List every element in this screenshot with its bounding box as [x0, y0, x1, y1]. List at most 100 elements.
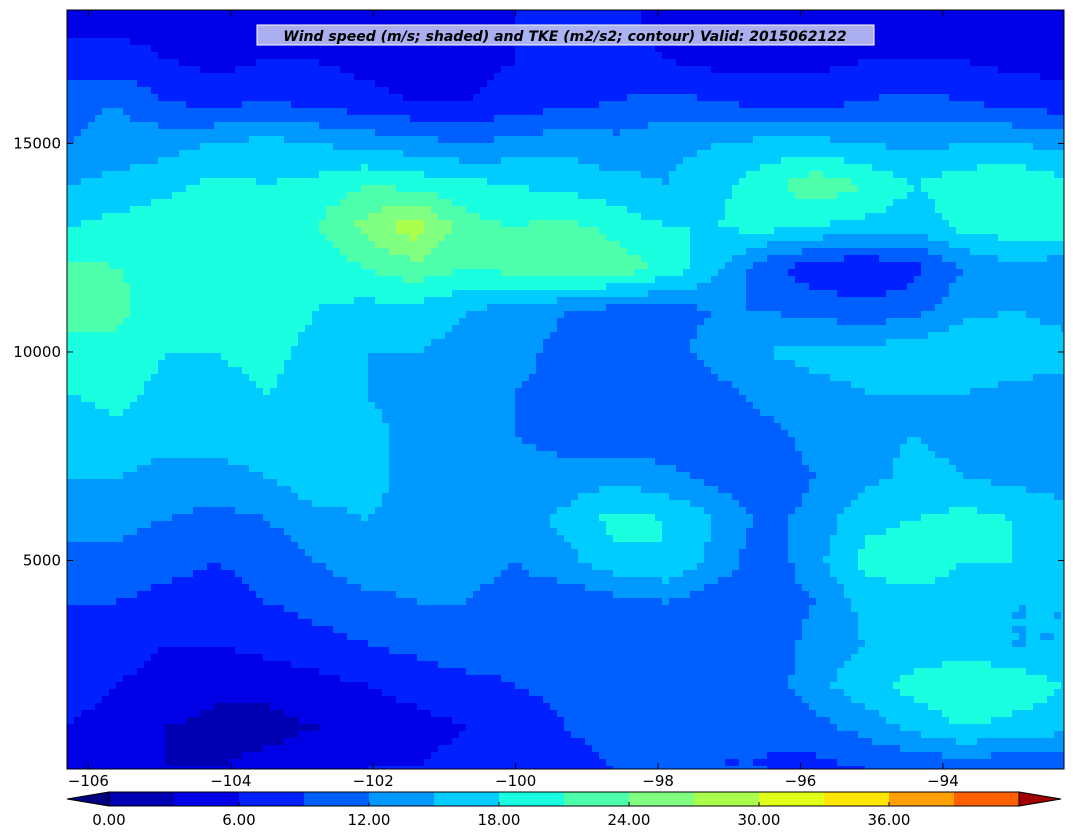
heat-cell	[788, 178, 796, 186]
heat-cell	[949, 108, 957, 116]
heat-cell	[942, 122, 950, 130]
heat-cell	[186, 73, 194, 81]
heat-cell	[179, 80, 187, 88]
heat-cell	[963, 80, 971, 88]
heat-cell	[284, 164, 292, 172]
heat-cell	[1054, 129, 1062, 137]
heat-cell	[984, 213, 992, 221]
heat-cell	[361, 59, 369, 67]
heat-cell	[347, 143, 355, 151]
heat-cell	[305, 213, 313, 221]
heat-cell	[242, 52, 250, 60]
heat-cell	[928, 178, 936, 186]
heat-cell	[921, 227, 929, 235]
heat-cell	[893, 178, 901, 186]
heat-cell	[312, 248, 320, 256]
heat-cell	[417, 115, 425, 123]
heat-cell	[592, 157, 600, 165]
heat-cell	[396, 115, 404, 123]
heat-cell	[179, 59, 187, 67]
heat-cell	[837, 87, 845, 95]
heat-cell	[312, 45, 320, 53]
heat-cell	[683, 66, 691, 74]
heat-cell	[263, 150, 271, 158]
heat-cell	[655, 150, 663, 158]
heat-cell	[956, 73, 964, 81]
heat-cell	[1047, 94, 1055, 102]
heat-cell	[578, 101, 586, 109]
heat-cell	[214, 45, 222, 53]
heat-cell	[1061, 185, 1064, 193]
heat-cell	[543, 143, 551, 151]
heat-cell	[928, 157, 936, 165]
heat-cell	[249, 234, 257, 242]
heat-cell	[858, 115, 866, 123]
heat-cell	[228, 220, 236, 228]
heat-cell	[137, 192, 145, 200]
heat-cell	[494, 178, 502, 186]
heat-cell	[284, 143, 292, 151]
heat-cell	[501, 45, 509, 53]
heat-cell	[361, 164, 369, 172]
heat-cell	[1061, 206, 1064, 214]
heat-cell	[781, 17, 789, 25]
heat-cell	[354, 136, 362, 144]
heat-cell	[977, 157, 985, 165]
heat-cell	[571, 157, 579, 165]
heat-cell	[179, 206, 187, 214]
heat-cell	[823, 136, 831, 144]
heat-cell	[459, 248, 467, 256]
heat-cell	[1061, 59, 1064, 67]
heat-cell	[893, 101, 901, 109]
heat-cell	[291, 80, 299, 88]
heat-cell	[970, 171, 978, 179]
heat-cell	[270, 73, 278, 81]
heat-cell	[753, 73, 761, 81]
heat-cell	[739, 87, 747, 95]
heat-cell	[606, 87, 614, 95]
heat-cell	[998, 59, 1006, 67]
heat-cell	[102, 80, 110, 88]
heat-cell	[585, 143, 593, 151]
heat-cell	[333, 143, 341, 151]
heat-cell	[1012, 80, 1020, 88]
heat-cell	[963, 24, 971, 32]
heat-cell	[928, 136, 936, 144]
heat-cell	[725, 101, 733, 109]
heat-cell	[704, 87, 712, 95]
heat-cell	[417, 171, 425, 179]
heat-cell	[417, 248, 425, 256]
heat-cell	[382, 136, 390, 144]
heat-cell	[676, 73, 684, 81]
heat-cell	[410, 227, 418, 235]
heat-cell	[865, 136, 873, 144]
heat-cell	[347, 248, 355, 256]
heat-cell	[669, 122, 677, 130]
heat-cell	[704, 73, 712, 81]
heat-cell	[760, 80, 768, 88]
heat-cell	[760, 206, 768, 214]
heat-cell	[949, 59, 957, 67]
heat-cell	[984, 115, 992, 123]
heat-cell	[648, 234, 656, 242]
heat-cell	[151, 59, 159, 67]
heat-cell	[816, 87, 824, 95]
heat-cell	[123, 122, 131, 130]
heat-cell	[466, 234, 474, 242]
heat-cell	[697, 157, 705, 165]
heat-cell	[298, 143, 306, 151]
heat-cell	[914, 87, 922, 95]
heat-cell	[200, 136, 208, 144]
heat-cell	[963, 38, 971, 46]
heat-cell	[459, 115, 467, 123]
heat-cell	[431, 150, 439, 158]
heat-cell	[536, 45, 544, 53]
heat-cell	[165, 129, 173, 137]
heat-cell	[361, 73, 369, 81]
heat-cell	[165, 52, 173, 60]
heat-cell	[746, 185, 754, 193]
heat-cell	[501, 164, 509, 172]
heat-cell	[228, 24, 236, 32]
heat-cell	[788, 80, 796, 88]
heat-cell	[179, 38, 187, 46]
